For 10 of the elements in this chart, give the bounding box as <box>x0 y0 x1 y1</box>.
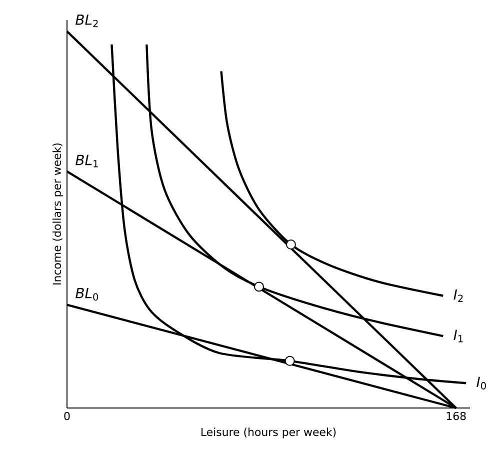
y-axis-title: Income (dollars per week) <box>52 143 64 284</box>
series-label: BL$_{0}$ <box>76 288 98 301</box>
x-tick-label: 0 <box>64 412 70 420</box>
series-label: I$_{2}$ <box>454 290 463 302</box>
x-axis-title: Leisure (hours per week) <box>201 428 336 438</box>
series-label: BL$_{1}$ <box>76 154 98 168</box>
x-tick-label: 168 <box>446 412 466 420</box>
series-label: I$_{0}$ <box>476 376 486 390</box>
series-label: BL$_{2}$ <box>76 14 98 28</box>
series-label: I$_{1}$ <box>454 330 463 342</box>
